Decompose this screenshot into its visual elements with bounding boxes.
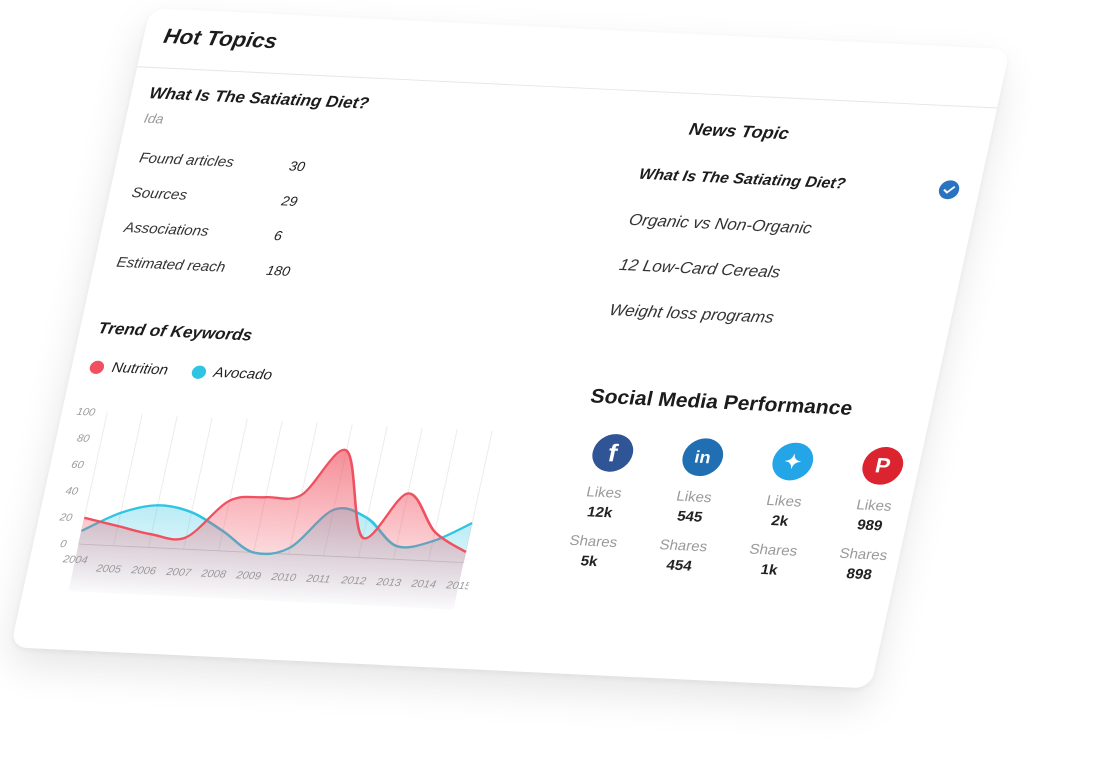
legend-dot-icon [88, 359, 106, 374]
legend-dot-icon [190, 364, 208, 379]
social-column-facebook: f Likes 12k Shares 5k [550, 432, 650, 584]
likes-label: Likes [854, 496, 894, 515]
series-area-nutrition [68, 449, 466, 610]
x-tick-label: 2010 [269, 571, 297, 584]
pinterest-icon[interactable]: P [858, 446, 907, 486]
x-tick-label: 2006 [129, 565, 157, 578]
stat-value: 6 [272, 227, 284, 243]
news-title: News Topic [687, 119, 791, 144]
x-tick-label: 2009 [234, 570, 262, 583]
stat-label: Sources [130, 184, 189, 204]
shares-label: Shares [657, 536, 709, 556]
likes-label: Likes [674, 488, 714, 506]
shares-label: Shares [567, 532, 619, 551]
x-tick-label: 2011 [304, 573, 331, 586]
trend-chart: 100 80 60 40 20 0 2004 2005 2006 2007 2008 2009 2010… [58, 406, 493, 610]
shares-value: 898 [844, 565, 874, 584]
news-list: What Is The Satiating Diet? Organic vs N… [605, 152, 964, 348]
likes-value: 545 [675, 508, 705, 526]
social-title: Social Media Performance [588, 385, 855, 420]
chart-areas [68, 448, 473, 610]
grid-line [78, 412, 108, 545]
stat-value: 180 [265, 262, 292, 279]
shares-label: Shares [837, 545, 889, 564]
stat-value: 30 [287, 157, 307, 174]
social-column-linkedin: in Likes 545 Shares 454 [640, 437, 740, 589]
y-tick-label: 20 [58, 512, 74, 524]
check-circle-icon [936, 179, 962, 200]
legend-label: Nutrition [110, 359, 170, 379]
topic-stats: Found articles 30 Sources 29 Association… [109, 140, 559, 299]
x-tick-label: 2004 [61, 554, 89, 567]
likes-value: 989 [855, 516, 885, 535]
news-item[interactable]: What Is The Satiating Diet? [634, 152, 964, 212]
likes-label: Likes [584, 484, 624, 502]
stat-label: Estimated reach [115, 254, 227, 276]
x-tick-label: 2013 [374, 576, 402, 589]
x-tick-label: 2015 [444, 580, 473, 593]
news-item-label: What Is The Satiating Diet? [637, 166, 848, 193]
facebook-icon[interactable]: f [588, 433, 637, 473]
trend-title: Trend of Keywords [96, 319, 255, 345]
legend-item-avocado[interactable]: Avocado [190, 363, 274, 383]
news-item-label: 12 Low-Card Cereals [617, 255, 783, 282]
shares-value: 454 [664, 557, 694, 575]
news-topic-panel: News Topic What Is The Satiating Diet? O… [605, 118, 972, 349]
likes-value: 2k [769, 512, 790, 530]
news-item-label: Weight loss programs [607, 300, 776, 327]
stat-label: Associations [122, 219, 211, 240]
likes-value: 12k [585, 503, 615, 522]
x-tick-label: 2007 [164, 566, 193, 579]
x-tick-label: 2005 [94, 563, 123, 576]
stat-value: 29 [280, 192, 300, 209]
y-tick-label: 100 [75, 406, 96, 418]
chart-legend: Nutrition Avocado [88, 359, 274, 383]
shares-value: 1k [759, 561, 780, 579]
card-title: Hot Topics [161, 24, 280, 53]
news-item-label: Organic vs Non-Organic [627, 210, 814, 238]
hot-topics-card: Hot Topics What Is The Satiating Diet? I… [10, 8, 1011, 689]
stat-label: Found articles [137, 150, 236, 171]
shares-value: 5k [579, 553, 600, 570]
chart-ticks: 100 80 60 40 20 0 2004 2005 2006 2007 2008 2009 2010… [58, 406, 474, 593]
legend-label: Avocado [212, 364, 274, 384]
social-column-twitter: ✦ Likes 2k Shares 1k [730, 441, 830, 593]
likes-label: Likes [764, 492, 804, 511]
social-performance: f Likes 12k Shares 5k in Likes 545 Share… [550, 432, 920, 597]
y-tick-label: 80 [76, 433, 91, 445]
legend-item-nutrition[interactable]: Nutrition [88, 359, 170, 379]
social-column-pinterest: P Likes 989 Shares 898 [820, 445, 920, 597]
x-tick-label: 2008 [199, 568, 227, 581]
y-tick-label: 60 [70, 459, 85, 471]
x-tick-label: 2014 [409, 578, 437, 591]
shares-label: Shares [747, 541, 799, 560]
x-tick-label: 2012 [339, 575, 367, 588]
y-tick-label: 0 [59, 538, 68, 550]
series-line-nutrition [83, 448, 467, 554]
topic-summary: What Is The Satiating Diet? Ida Found ar… [109, 84, 572, 300]
linkedin-icon[interactable]: in [678, 437, 727, 477]
y-tick-label: 40 [64, 485, 79, 497]
twitter-icon[interactable]: ✦ [768, 441, 817, 482]
